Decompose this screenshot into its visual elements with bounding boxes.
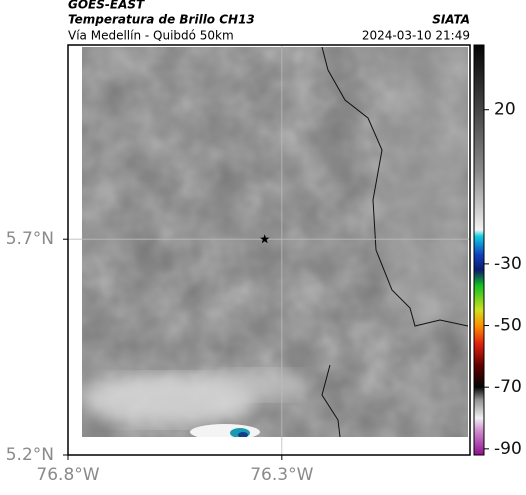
satellite-image: [82, 47, 468, 437]
light-region: [375, 47, 468, 330]
y-tick-label: 5.2°N: [6, 445, 54, 465]
title: Temperatura de Brillo CH13: [68, 13, 255, 27]
x-tick-label: 76.8°W: [36, 465, 99, 485]
colorbar-label: 20: [494, 100, 516, 120]
timestamp: 2024-03-10 21:49: [362, 29, 470, 43]
y-tick-label: 5.7°N: [6, 229, 54, 249]
border: [321, 47, 468, 437]
location-marker: [260, 234, 270, 244]
x-tick-label: 76.3°W: [250, 465, 313, 485]
colorbar-label: -70: [494, 377, 522, 397]
colorbar: [473, 44, 485, 456]
colorbar-label: -30: [494, 254, 522, 274]
org: SIATA: [432, 13, 470, 27]
cold-top: [238, 432, 248, 437]
source: GOES-EAST: [68, 0, 145, 12]
colorbar-label: -90: [494, 439, 522, 459]
colorbar-label: -50: [494, 316, 522, 336]
subtitle: Vía Medellín - Quibdó 50km: [68, 29, 234, 43]
frame: [67, 44, 471, 456]
cloud: [210, 370, 310, 400]
